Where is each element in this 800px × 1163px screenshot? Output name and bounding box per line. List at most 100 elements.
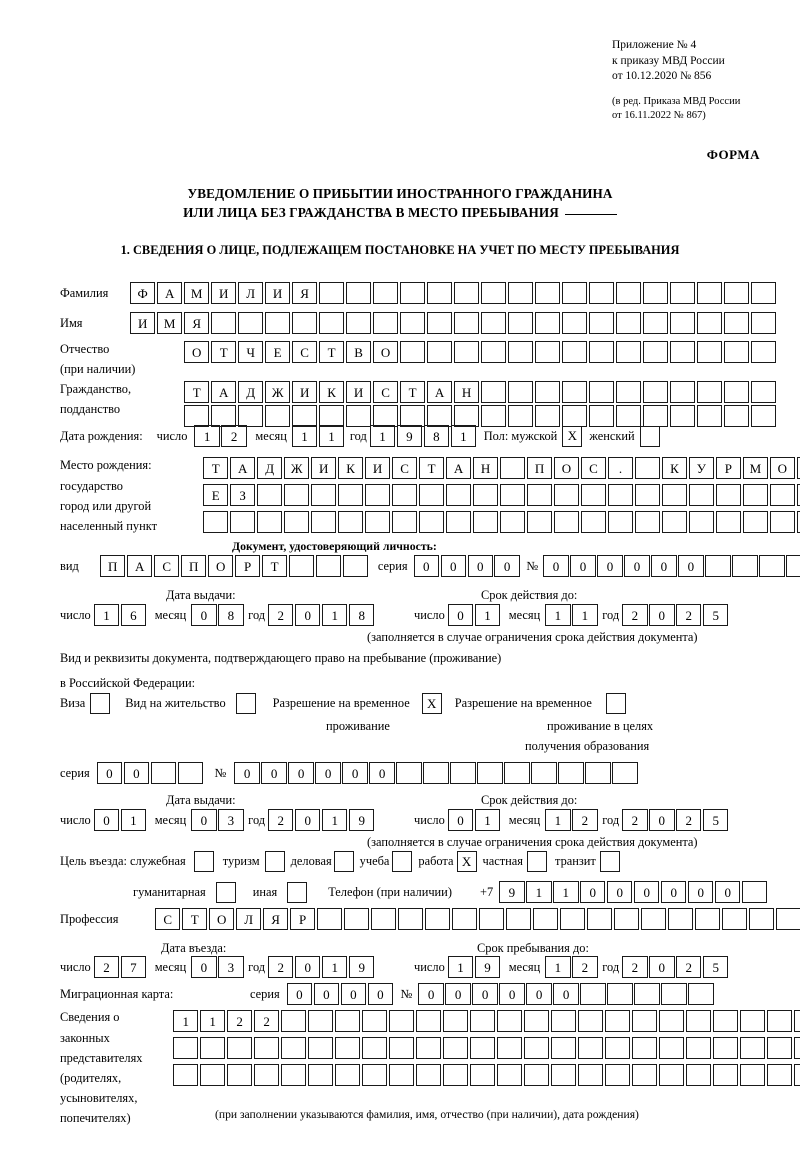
char-cell[interactable] <box>451 908 478 930</box>
char-cell[interactable] <box>315 555 342 577</box>
char-cell[interactable] <box>150 762 177 784</box>
char-cell[interactable] <box>310 511 337 533</box>
char-cell[interactable] <box>445 484 472 506</box>
char-cell[interactable]: 1 <box>545 604 571 626</box>
char-cell[interactable]: М <box>183 282 210 304</box>
char-cell[interactable] <box>177 762 204 784</box>
char-cell[interactable] <box>712 1064 739 1086</box>
char-cell[interactable]: И <box>291 381 318 403</box>
char-cell[interactable]: 0 <box>678 555 704 577</box>
char-cell[interactable] <box>705 555 731 577</box>
char-cell[interactable]: 0 <box>553 983 579 1005</box>
char-cell[interactable]: 8 <box>423 425 450 447</box>
char-cell[interactable]: С <box>372 381 399 403</box>
char-cell[interactable]: 5 <box>703 604 729 626</box>
char-cell[interactable]: 1 <box>545 956 571 978</box>
char-cell[interactable] <box>507 381 534 403</box>
char-cell[interactable] <box>553 484 580 506</box>
sex-male-checkbox[interactable]: Х <box>562 425 583 447</box>
char-cell[interactable] <box>561 341 588 363</box>
char-cell[interactable]: 7 <box>120 956 147 978</box>
char-cell[interactable] <box>264 405 291 427</box>
char-cell[interactable] <box>237 405 264 427</box>
char-cell[interactable] <box>588 341 615 363</box>
citizenship-cells-row2[interactable] <box>184 405 778 427</box>
char-cell[interactable]: 1 <box>120 809 147 831</box>
char-cell[interactable] <box>669 282 696 304</box>
char-cell[interactable]: 1 <box>474 604 501 626</box>
char-cell[interactable] <box>759 555 785 577</box>
char-cell[interactable]: Р <box>289 908 316 930</box>
char-cell[interactable] <box>418 484 445 506</box>
char-cell[interactable] <box>307 1037 334 1059</box>
char-cell[interactable] <box>688 511 715 533</box>
char-cell[interactable] <box>364 511 391 533</box>
char-cell[interactable] <box>472 484 499 506</box>
char-cell[interactable] <box>612 762 638 784</box>
char-cell[interactable]: 0 <box>295 956 321 978</box>
char-cell[interactable]: 2 <box>268 809 294 831</box>
char-cell[interactable] <box>559 908 586 930</box>
temporary-residence-education-checkbox[interactable] <box>605 693 626 714</box>
char-cell[interactable] <box>723 282 750 304</box>
char-cell[interactable]: Т <box>210 341 237 363</box>
char-cell[interactable] <box>685 1064 712 1086</box>
char-cell[interactable]: М <box>156 312 183 334</box>
char-cell[interactable]: 0 <box>715 881 741 903</box>
char-cell[interactable] <box>615 405 642 427</box>
char-cell[interactable] <box>256 511 283 533</box>
char-cell[interactable]: 1 <box>93 604 120 626</box>
char-cell[interactable] <box>442 1064 469 1086</box>
char-cell[interactable]: 0 <box>191 956 217 978</box>
char-cell[interactable]: 0 <box>526 983 552 1005</box>
purpose-work-checkbox[interactable]: Х <box>456 851 477 872</box>
char-cell[interactable]: 3 <box>218 956 244 978</box>
char-cell[interactable]: 0 <box>313 983 340 1005</box>
char-cell[interactable] <box>577 1064 604 1086</box>
char-cell[interactable]: 0 <box>234 762 260 784</box>
char-cell[interactable] <box>642 405 669 427</box>
char-cell[interactable]: 2 <box>622 809 648 831</box>
char-cell[interactable] <box>786 555 800 577</box>
char-cell[interactable]: А <box>210 381 237 403</box>
char-cell[interactable] <box>388 1064 415 1086</box>
char-cell[interactable] <box>283 511 310 533</box>
char-cell[interactable] <box>199 1064 226 1086</box>
char-cell[interactable]: И <box>264 282 291 304</box>
char-cell[interactable] <box>229 511 256 533</box>
char-cell[interactable] <box>343 908 370 930</box>
residence-permit-checkbox[interactable] <box>235 693 256 714</box>
char-cell[interactable]: А <box>426 381 453 403</box>
char-cell[interactable] <box>318 282 345 304</box>
char-cell[interactable] <box>634 457 661 479</box>
char-cell[interactable] <box>453 341 480 363</box>
char-cell[interactable] <box>694 908 721 930</box>
char-cell[interactable] <box>507 405 534 427</box>
char-cell[interactable] <box>634 511 661 533</box>
char-cell[interactable]: 2 <box>572 809 598 831</box>
char-cell[interactable]: 0 <box>418 983 444 1005</box>
char-cell[interactable]: 2 <box>622 604 648 626</box>
char-cell[interactable]: 0 <box>494 555 520 577</box>
char-cell[interactable]: 1 <box>474 809 501 831</box>
char-cell[interactable]: 2 <box>221 425 247 447</box>
char-cell[interactable]: 0 <box>440 555 466 577</box>
char-cell[interactable] <box>766 1037 793 1059</box>
char-cell[interactable]: 0 <box>688 881 714 903</box>
char-cell[interactable]: 1 <box>322 956 348 978</box>
char-cell[interactable]: Д <box>256 457 283 479</box>
char-cell[interactable] <box>280 1037 307 1059</box>
char-cell[interactable]: О <box>208 908 235 930</box>
char-cell[interactable] <box>742 511 769 533</box>
char-cell[interactable]: 0 <box>570 555 596 577</box>
char-cell[interactable] <box>748 908 775 930</box>
char-cell[interactable]: С <box>391 457 418 479</box>
char-cell[interactable] <box>496 1037 523 1059</box>
